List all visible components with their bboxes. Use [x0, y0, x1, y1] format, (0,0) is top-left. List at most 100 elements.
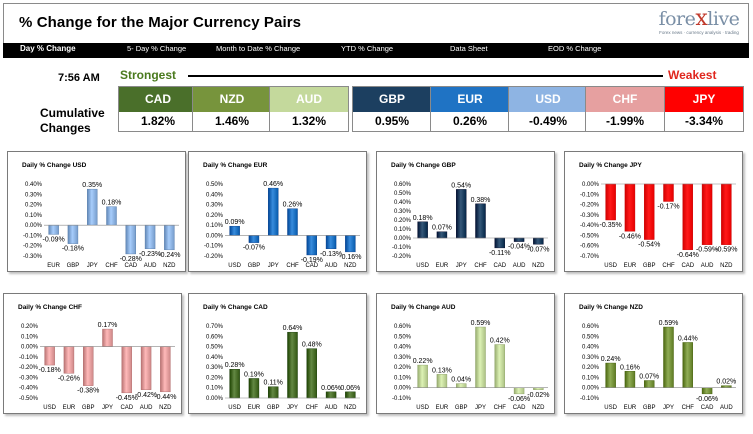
y-tick-label: -0.30% — [19, 375, 39, 381]
x-tick-label: CAD — [305, 263, 318, 269]
currency-value: -3.34% — [684, 114, 724, 128]
bar-eur — [248, 378, 260, 399]
nav-ytd-change[interactable]: YTD % Change — [341, 44, 394, 53]
currency-value: -0.49% — [528, 114, 568, 128]
bar-aud — [701, 183, 713, 245]
x-tick-label: CHF — [286, 263, 299, 269]
x-tick-label: EUR — [47, 263, 60, 269]
data-label: -0.07% — [527, 246, 549, 253]
y-tick-label: 0.50% — [206, 182, 224, 188]
data-label: 0.54% — [451, 182, 471, 189]
bar-chf — [682, 342, 694, 388]
data-label: -0.42% — [135, 392, 157, 399]
bar-cad — [513, 387, 525, 395]
bar-nzd — [164, 224, 175, 251]
bar-jpy — [455, 189, 467, 239]
y-tick-label: 0.20% — [582, 365, 600, 371]
x-tick-label: AUD — [140, 405, 153, 411]
chart-panel-gbp: Daily % Change GBP 0.60% 0.50% 0.40% 0.30% 0.… — [376, 151, 555, 272]
data-label: 0.26% — [283, 202, 303, 209]
x-tick-label: CAD — [493, 263, 506, 269]
x-tick-label: NZD — [344, 405, 357, 411]
currency-card-usd: USD -0.49% — [508, 86, 588, 132]
bar-usd — [229, 225, 240, 236]
bar-eur — [48, 224, 59, 235]
data-label: 0.13% — [432, 367, 452, 374]
y-tick-label: -0.10% — [204, 244, 224, 250]
x-tick-label: GBP — [248, 263, 261, 269]
bar-chf — [475, 203, 486, 239]
bar-eur — [436, 231, 448, 239]
data-label: -0.17% — [657, 203, 679, 210]
y-tick-label: 0.30% — [582, 355, 600, 361]
x-tick-label: GBP — [455, 405, 468, 411]
x-tick-label: NZD — [720, 263, 733, 269]
y-tick-label: -0.30% — [580, 213, 600, 219]
logo-text-end: live — [707, 8, 740, 30]
bar-nzd — [345, 235, 356, 253]
data-label: 0.64% — [283, 325, 303, 332]
nav-month-to-date[interactable]: Month to Date % Change — [216, 44, 301, 53]
logo-tagline: Forex news · currency analysis · trading — [659, 30, 739, 35]
data-label: 0.06% — [321, 385, 341, 392]
y-tick-label: -0.20% — [392, 254, 412, 260]
x-tick-label: CHF — [474, 263, 487, 269]
y-tick-label: 0.00% — [206, 396, 224, 402]
nav-eod-change[interactable]: EOD % Change — [548, 44, 602, 53]
x-tick-label: USD — [416, 263, 429, 269]
y-tick-label: 0.30% — [206, 365, 224, 371]
x-tick-label: CAD — [120, 405, 133, 411]
nav-data-sheet[interactable]: Data Sheet — [450, 44, 488, 53]
timestamp: 7:56 AM — [58, 72, 100, 84]
currency-card-nzd: NZD 1.46% — [192, 86, 272, 132]
weakest-label: Weakest — [668, 68, 717, 82]
y-tick-label: -0.70% — [580, 254, 600, 260]
bar-jpy — [86, 188, 98, 226]
bar-aud — [140, 346, 152, 390]
data-label: -0.06% — [508, 396, 530, 403]
data-label: 0.38% — [471, 197, 491, 204]
cumulative-label-line2: Changes — [40, 121, 91, 135]
chart-aud: Daily % Change AUD0.60%0.50%0.40%0.30%0.… — [391, 304, 549, 411]
currency-code: USD — [509, 87, 587, 112]
x-tick-label: USD — [228, 405, 241, 411]
currency-value: -1.99% — [605, 114, 645, 128]
y-tick-label: 0.20% — [394, 365, 412, 371]
currency-card-eur: EUR 0.26% — [430, 86, 510, 132]
y-tick-label: -0.10% — [19, 355, 39, 361]
chart-panel-usd: Daily % Change USD 0.40% 0.30% 0.20% 0.10% 0.… — [7, 151, 186, 272]
nav-5day-change[interactable]: 5- Day % Change — [127, 44, 187, 53]
bar-jpy — [287, 331, 298, 399]
data-label: -0.28% — [120, 256, 142, 263]
data-label: 0.18% — [102, 200, 122, 207]
bar-chf — [663, 183, 674, 202]
y-tick-label: 0.30% — [394, 209, 412, 215]
data-label: 0.06% — [340, 385, 360, 392]
y-tick-label: 0.40% — [25, 182, 43, 188]
bar-gbp — [248, 235, 260, 243]
bar-nzd — [533, 237, 544, 245]
forexlive-logo[interactable]: forexlive Forex news · currency analysis… — [654, 8, 744, 36]
x-tick-label: NZD — [344, 263, 357, 269]
y-tick-label: 0.40% — [206, 192, 224, 198]
currency-value: 0.26% — [452, 114, 488, 128]
data-label: -0.35% — [600, 222, 622, 229]
y-tick-label: 0.00% — [394, 386, 412, 392]
chart-panel-eur: Daily % Change EUR 0.50% 0.40% 0.30% 0.20% 0.… — [188, 151, 367, 272]
bar-gbp — [643, 380, 655, 388]
data-label: -0.06% — [696, 396, 718, 403]
y-tick-label: 0.10% — [394, 227, 412, 233]
data-label: 0.24% — [601, 356, 621, 363]
x-tick-label: CHF — [494, 405, 507, 411]
page-header: % Change for the Major Currency Pairs fo… — [3, 3, 749, 43]
data-label: 0.48% — [302, 342, 322, 349]
y-tick-label: 0.00% — [394, 236, 412, 242]
y-tick-label: -0.20% — [19, 365, 39, 371]
y-tick-label: 0.40% — [394, 345, 412, 351]
nav-day-change[interactable]: Day % Change — [20, 44, 76, 53]
y-tick-label: -0.20% — [580, 203, 600, 209]
currency-card-cad: CAD 1.82% — [118, 86, 198, 132]
bar-eur — [624, 371, 636, 388]
y-tick-label: 0.30% — [25, 192, 43, 198]
data-label: 0.17% — [98, 322, 118, 329]
